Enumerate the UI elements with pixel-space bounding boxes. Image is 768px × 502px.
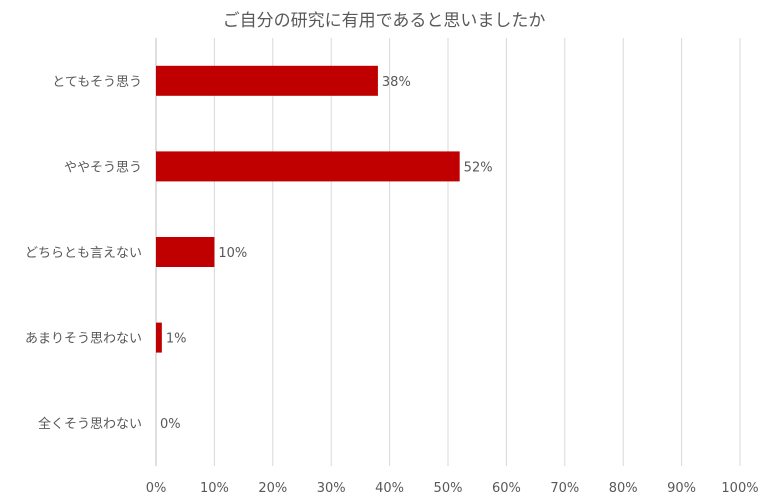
x-tick-label: 20%: [258, 481, 287, 496]
category-label: どちらとも言えない: [25, 246, 142, 261]
x-tick-label: 10%: [200, 481, 229, 496]
x-tick-label: 50%: [434, 481, 463, 496]
category-label: ややそう思う: [64, 160, 142, 175]
chart-title: ご自分の研究に有用であると思いましたか: [222, 11, 546, 31]
x-tick-label: 0%: [146, 481, 167, 496]
x-tick-label: 70%: [550, 481, 579, 496]
data-label: 52%: [464, 160, 493, 175]
category-label: あまりそう思わない: [25, 332, 142, 347]
x-tick-label: 100%: [721, 481, 758, 496]
data-label: 10%: [218, 246, 247, 261]
bar: [156, 322, 162, 353]
x-tick-label: 80%: [609, 481, 638, 496]
x-tick-label: 40%: [375, 481, 404, 496]
category-label: 全くそう思わない: [38, 416, 142, 432]
data-label: 1%: [166, 332, 187, 347]
data-label: 38%: [382, 75, 411, 90]
data-label: 0%: [160, 417, 181, 432]
bar: [156, 65, 378, 96]
x-tick-label: 30%: [317, 481, 346, 496]
category-label: とてもそう思う: [52, 75, 142, 90]
x-tick-label: 90%: [667, 481, 696, 496]
bar: [156, 151, 460, 182]
bar: [156, 237, 215, 267]
x-tick-label: 60%: [492, 481, 521, 496]
